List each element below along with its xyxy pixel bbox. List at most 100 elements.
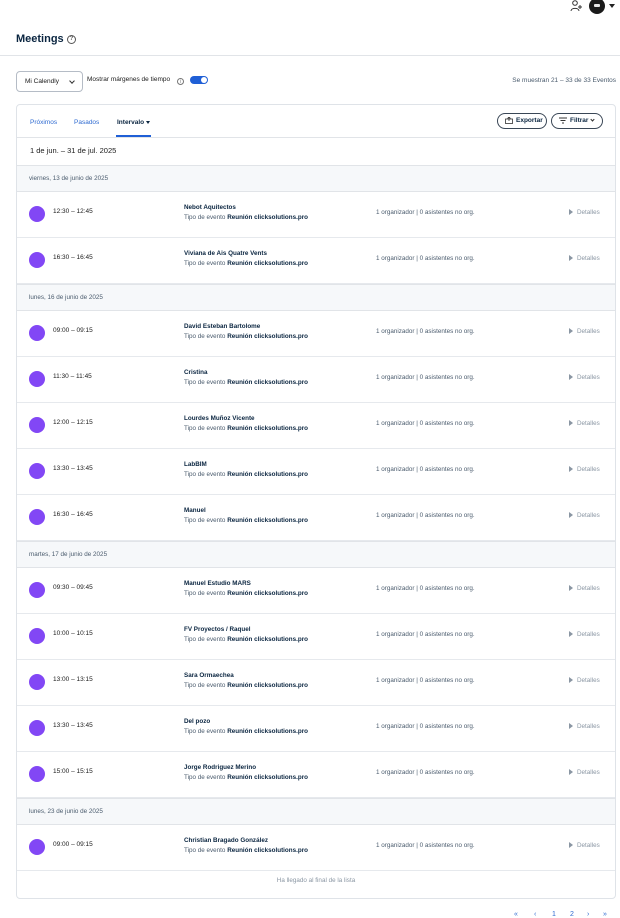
event-type-name: Reunión clicksolutions.pro bbox=[227, 636, 309, 643]
tab-past[interactable]: Pasados bbox=[74, 119, 100, 126]
invitee-name: Nebot Aquitectos bbox=[184, 204, 236, 211]
details-toggle[interactable]: Detalles bbox=[569, 677, 600, 684]
invitee-name: LabBIM bbox=[184, 461, 207, 468]
next-page-button[interactable]: › bbox=[587, 911, 590, 918]
hosts-summary: 1 organizador | 0 asistentes no org. bbox=[376, 374, 475, 381]
details-toggle[interactable]: Detalles bbox=[569, 420, 600, 427]
details-toggle[interactable]: Detalles bbox=[569, 209, 600, 216]
event-row[interactable]: 15:00 – 15:15 Jorge Rodriguez Merino Tip… bbox=[17, 752, 615, 798]
export-button[interactable]: Exportar bbox=[497, 113, 547, 129]
event-time: 11:30 – 11:45 bbox=[53, 373, 92, 380]
event-color-dot bbox=[29, 720, 45, 736]
invitee-name: Lourdes Muñoz Vicente bbox=[184, 415, 255, 422]
event-time: 13:30 – 13:45 bbox=[53, 465, 93, 472]
help-icon[interactable]: ? bbox=[67, 35, 76, 44]
calendly-select[interactable]: Mi Calendly bbox=[16, 71, 83, 92]
event-type-prefix: Tipo de evento bbox=[184, 214, 226, 221]
prev-page-button[interactable]: ‹ bbox=[534, 911, 537, 918]
details-label: Detalles bbox=[577, 255, 600, 262]
date-header: martes, 17 de junio de 2025 bbox=[17, 541, 615, 568]
event-type: Tipo de evento Reunión clicksolutions.pr… bbox=[184, 682, 308, 689]
filter-label: Filtrar bbox=[570, 117, 589, 124]
event-time: 09:30 – 09:45 bbox=[53, 584, 93, 591]
details-toggle[interactable]: Detalles bbox=[569, 466, 600, 473]
event-type: Tipo de evento Reunión clicksolutions.pr… bbox=[184, 379, 308, 386]
details-toggle[interactable]: Detalles bbox=[569, 723, 600, 730]
invitee-name: Manuel bbox=[184, 507, 206, 514]
caret-right-icon bbox=[569, 677, 573, 684]
top-bar bbox=[0, 0, 620, 14]
details-toggle[interactable]: Detalles bbox=[569, 512, 600, 519]
event-row[interactable]: 12:30 – 12:45 Nebot Aquitectos Tipo de e… bbox=[17, 192, 615, 238]
date-header: lunes, 16 de junio de 2025 bbox=[17, 284, 615, 311]
caret-down-icon bbox=[146, 120, 151, 124]
end-of-list-label: Ha llegado al final de la lista bbox=[276, 877, 356, 884]
event-row[interactable]: 16:30 – 16:45 Manuel Tipo de evento Reun… bbox=[17, 495, 615, 541]
event-type: Tipo de evento Reunión clicksolutions.pr… bbox=[184, 333, 308, 340]
event-type-name: Reunión clicksolutions.pro bbox=[227, 260, 309, 267]
add-user-icon[interactable] bbox=[569, 0, 583, 12]
export-label: Exportar bbox=[516, 117, 543, 124]
account-menu-caret-icon[interactable] bbox=[609, 4, 615, 8]
hosts-summary: 1 organizador | 0 asistentes no org. bbox=[376, 328, 475, 335]
page-2-button[interactable]: 2 bbox=[570, 911, 574, 918]
hosts-summary: 1 organizador | 0 asistentes no org. bbox=[376, 631, 475, 638]
tab-range[interactable]: Intervalo bbox=[117, 119, 151, 126]
avatar[interactable] bbox=[589, 0, 605, 14]
event-time: 10:00 – 10:15 bbox=[53, 630, 93, 637]
event-type-prefix: Tipo de evento bbox=[184, 774, 226, 781]
event-row[interactable]: 09:00 – 09:15 David Esteban Bartolome Ti… bbox=[17, 311, 615, 357]
event-type-name: Reunión clicksolutions.pro bbox=[227, 774, 309, 781]
filter-button[interactable]: Filtrar bbox=[551, 113, 603, 129]
event-row[interactable]: 10:00 – 10:15 FV Proyectos / Raquel Tipo… bbox=[17, 614, 615, 660]
tab-upcoming[interactable]: Próximos bbox=[30, 119, 58, 126]
event-time: 13:00 – 13:15 bbox=[53, 676, 93, 683]
event-row[interactable]: 13:00 – 13:15 Sara Ormaechea Tipo de eve… bbox=[17, 660, 615, 706]
invitee-name: Del pozo bbox=[184, 718, 211, 725]
details-toggle[interactable]: Detalles bbox=[569, 842, 600, 849]
event-row[interactable]: 11:30 – 11:45 Cristina Tipo de evento Re… bbox=[17, 357, 615, 403]
details-label: Detalles bbox=[577, 631, 600, 638]
page-1-button[interactable]: 1 bbox=[552, 911, 556, 918]
invitee-name: Sara Ormaechea bbox=[184, 672, 234, 679]
time-margins-toggle[interactable] bbox=[190, 76, 208, 84]
event-row[interactable]: 16:30 – 16:45 Viviana de Ais Quatre Vent… bbox=[17, 238, 615, 284]
page-title: Meetings bbox=[16, 33, 64, 45]
event-row[interactable]: 09:00 – 09:15 Christian Bragado González… bbox=[17, 825, 615, 871]
details-toggle[interactable]: Detalles bbox=[569, 255, 600, 262]
details-label: Detalles bbox=[577, 842, 600, 849]
event-count-text: Se muestran 21 – 33 de 33 Eventos bbox=[512, 77, 616, 84]
details-toggle[interactable]: Detalles bbox=[569, 585, 600, 592]
event-color-dot bbox=[29, 371, 45, 387]
event-time: 09:00 – 09:15 bbox=[53, 327, 93, 334]
hosts-summary: 1 organizador | 0 asistentes no org. bbox=[376, 842, 475, 849]
details-label: Detalles bbox=[577, 374, 600, 381]
first-page-button[interactable]: « bbox=[514, 911, 518, 918]
event-color-dot bbox=[29, 252, 45, 268]
event-row[interactable]: 13:30 – 13:45 LabBIM Tipo de evento Reun… bbox=[17, 449, 615, 495]
caret-right-icon bbox=[569, 769, 573, 776]
info-icon[interactable]: i bbox=[177, 78, 184, 85]
event-time: 15:00 – 15:15 bbox=[53, 768, 93, 775]
details-toggle[interactable]: Detalles bbox=[569, 769, 600, 776]
event-type: Tipo de evento Reunión clicksolutions.pr… bbox=[184, 636, 308, 643]
details-toggle[interactable]: Detalles bbox=[569, 328, 600, 335]
event-row[interactable]: 12:00 – 12:15 Lourdes Muñoz Vicente Tipo… bbox=[17, 403, 615, 449]
caret-right-icon bbox=[569, 631, 573, 638]
event-row[interactable]: 09:30 – 09:45 Manuel Estudio MARS Tipo d… bbox=[17, 568, 615, 614]
event-type-name: Reunión clicksolutions.pro bbox=[227, 471, 309, 478]
last-page-button[interactable]: » bbox=[603, 911, 607, 918]
details-toggle[interactable]: Detalles bbox=[569, 374, 600, 381]
event-type-prefix: Tipo de evento bbox=[184, 425, 226, 432]
event-color-dot bbox=[29, 463, 45, 479]
event-type-name: Reunión clicksolutions.pro bbox=[227, 379, 309, 386]
details-toggle[interactable]: Detalles bbox=[569, 631, 600, 638]
active-tab-indicator bbox=[116, 135, 151, 137]
event-color-dot bbox=[29, 766, 45, 782]
invitee-name: Cristina bbox=[184, 369, 208, 376]
event-color-dot bbox=[29, 325, 45, 341]
hosts-summary: 1 organizador | 0 asistentes no org. bbox=[376, 209, 475, 216]
details-label: Detalles bbox=[577, 512, 600, 519]
hosts-summary: 1 organizador | 0 asistentes no org. bbox=[376, 723, 475, 730]
event-row[interactable]: 13:30 – 13:45 Del pozo Tipo de evento Re… bbox=[17, 706, 615, 752]
